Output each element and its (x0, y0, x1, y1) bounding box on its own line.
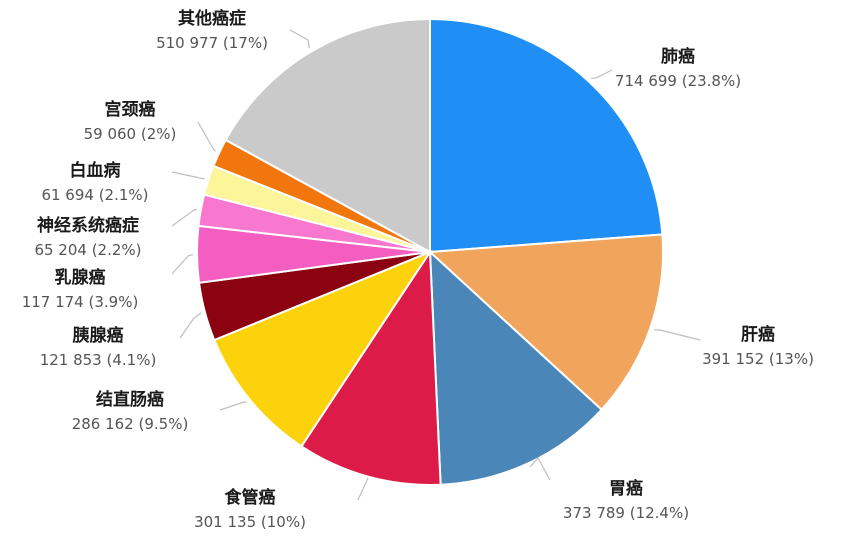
slice-name-label-9: 白血病 (70, 160, 121, 181)
leader-line-6 (179, 312, 202, 339)
pie-slice-11 (224, 17, 431, 254)
slice-name-label-6: 胰腺癌 (73, 325, 124, 346)
labels-layer: 肺癌 714 699 (23.8%) 肝癌 391 152 (13%) 胃癌 373 78… (22, 8, 814, 531)
slice-value-label-1: 714 699 (23.8%) (615, 72, 741, 90)
leader-line-9 (171, 171, 205, 180)
leader-line-2 (653, 329, 701, 341)
slice-name-label-7: 乳腺癌 (55, 267, 106, 288)
slice-name-label-2: 肝癌 (741, 324, 775, 345)
slice-name-label-3: 胃癌 (609, 478, 643, 499)
slice-value-label-5: 286 162 (9.5%) (72, 415, 189, 433)
slice-name-label-1: 肺癌 (661, 46, 695, 67)
pie-slice-1 (429, 17, 664, 254)
slice-value-label-7: 117 174 (3.9%) (22, 293, 139, 311)
leader-line-3 (529, 456, 551, 481)
slice-name-label-11: 其他癌症 (178, 8, 246, 29)
slice-value-label-11: 510 977 (17%) (156, 34, 268, 52)
slice-value-label-3: 373 789 (12.4%) (563, 504, 689, 522)
pie-slice-5 (212, 249, 433, 448)
leader-line-10 (197, 121, 216, 152)
slices-layer (196, 17, 664, 486)
leader-line-1 (591, 69, 613, 79)
slice-name-label-4: 食管癌 (225, 487, 276, 508)
leader-line-5 (219, 401, 247, 411)
pie-slice-4 (300, 248, 442, 486)
slice-value-label-4: 301 135 (10%) (194, 513, 306, 531)
leader-line-7 (171, 253, 194, 275)
slice-name-label-5: 结直肠癌 (96, 389, 164, 410)
leader-line-8 (171, 208, 198, 227)
leader-lines-layer (171, 29, 701, 501)
slice-value-label-6: 121 853 (4.1%) (40, 351, 157, 369)
slice-name-label-10: 宫颈癌 (105, 99, 156, 120)
slice-value-label-8: 65 204 (2.2%) (34, 241, 141, 259)
leader-line-11 (289, 29, 310, 49)
slice-value-label-2: 391 152 (13%) (702, 350, 814, 368)
slice-value-label-9: 61 694 (2.1%) (41, 186, 148, 204)
leader-line-4 (357, 477, 369, 501)
slice-value-label-10: 59 060 (2%) (84, 125, 177, 143)
pie-slice-3 (428, 249, 603, 486)
slice-name-label-8: 神经系统癌症 (37, 215, 139, 236)
pie-slice-2 (427, 233, 664, 412)
